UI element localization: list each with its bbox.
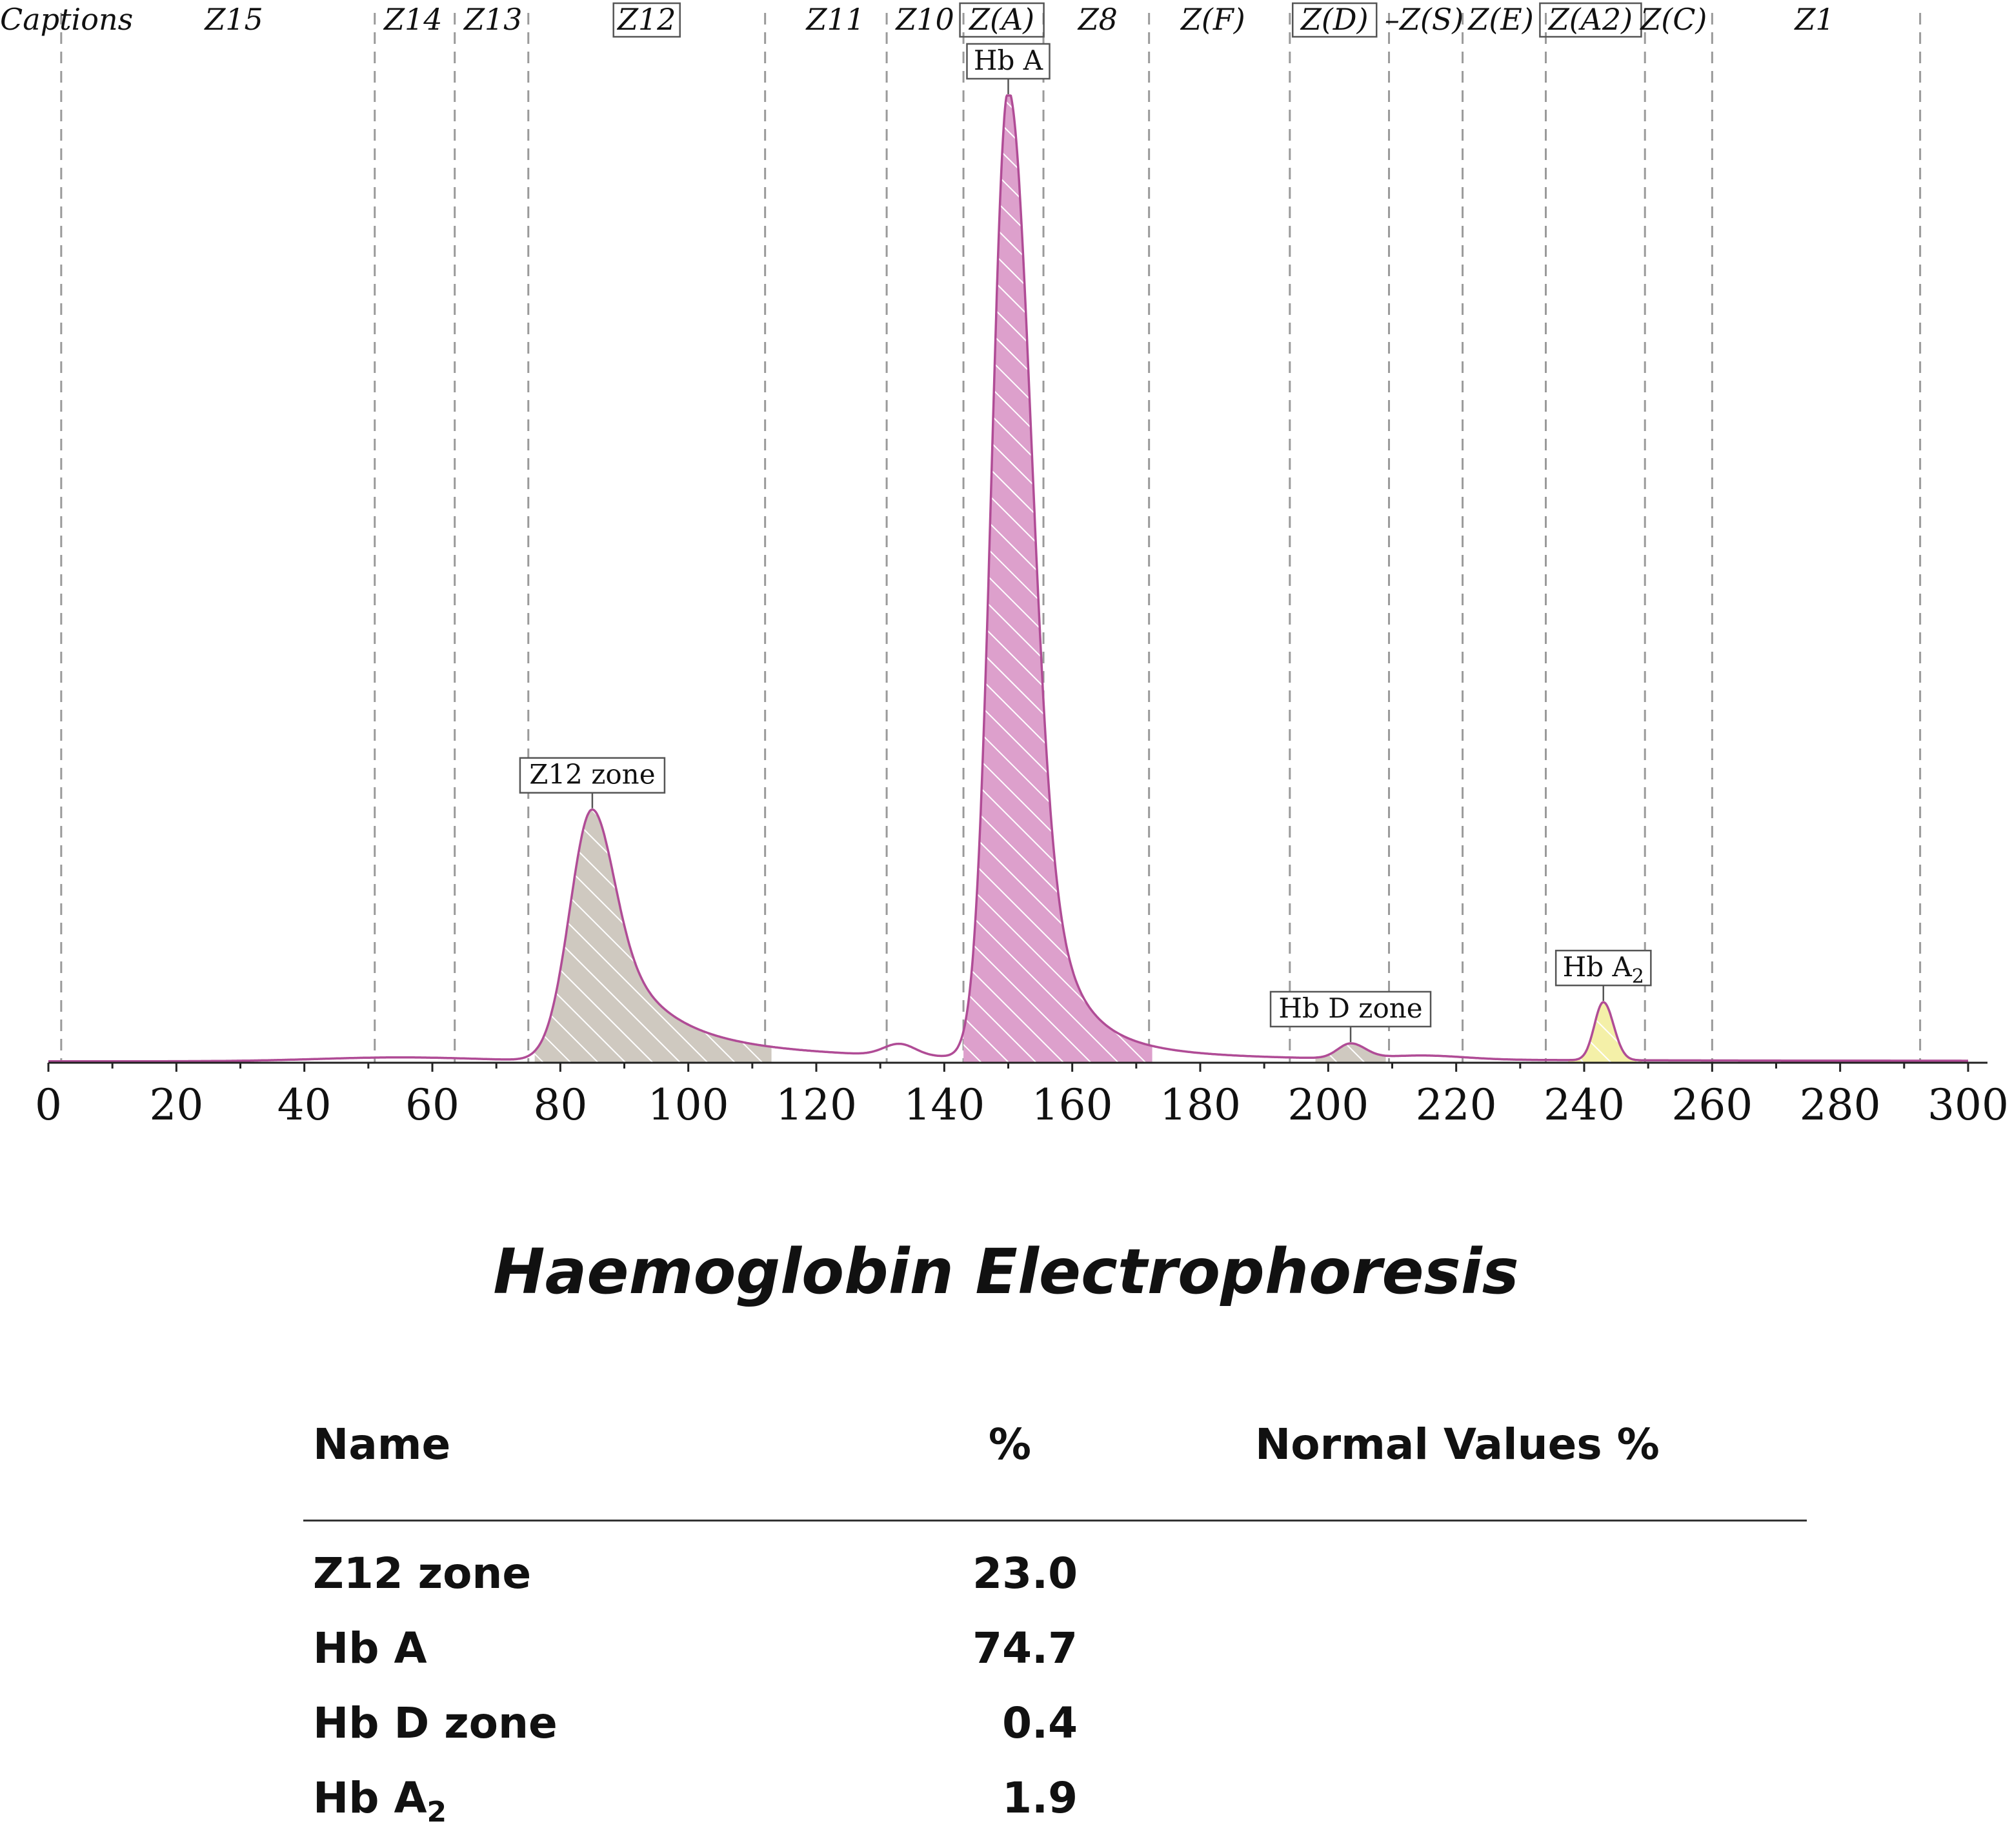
header-normal-values: Normal Values %	[1255, 1420, 1660, 1469]
zone-label-5: Z10	[894, 2, 954, 37]
row-percent: 0.4	[1002, 1698, 1078, 1748]
results-row: Hb A2 1.9	[303, 1773, 1807, 1848]
density-curve	[48, 94, 1968, 1063]
peak-hatch-2	[1315, 1043, 1386, 1063]
peak-label-2: Hb D zone	[1269, 990, 1432, 1042]
row-name: Z12 zone	[313, 1549, 532, 1598]
chart-title: Haemoglobin Electrophoresis	[493, 1236, 1519, 1308]
peak-label-text-1: Hb A	[974, 45, 1043, 76]
row-percent: 1.9	[1002, 1773, 1078, 1823]
zone-label-10: –Z(S)	[1385, 2, 1464, 37]
zone-box-3	[612, 2, 681, 38]
zone-label-0: Z15	[203, 2, 263, 37]
zone-label-4: Z11	[805, 2, 865, 37]
peak-label-text-3: Hb A2	[1563, 951, 1644, 988]
header-divider	[303, 1520, 1807, 1522]
peak-label-0: Z12 zone	[519, 757, 666, 808]
row-name: Hb A	[313, 1623, 427, 1673]
x-tick-label-9: 180	[1160, 1080, 1241, 1130]
zone-label-14: Z1	[1793, 2, 1834, 37]
zone-label-9: Z(D)	[1300, 2, 1369, 37]
x-tick-label-13: 260	[1671, 1080, 1753, 1130]
peak-hatch-0	[534, 809, 772, 1063]
results-row: Z12 zone 23.0	[303, 1549, 1807, 1623]
zone-label-1: Z14	[383, 2, 443, 37]
zone-label-12: Z(A2)	[1547, 2, 1633, 37]
x-tick-label-3: 60	[405, 1080, 459, 1130]
x-tick-label-10: 200	[1287, 1080, 1369, 1130]
x-tick-label-7: 140	[903, 1080, 985, 1130]
x-tick-label-15: 300	[1927, 1080, 2009, 1130]
x-tick-label-11: 220	[1416, 1080, 1497, 1130]
x-tick-label-5: 100	[648, 1080, 729, 1130]
zone-box-6	[959, 2, 1045, 38]
results-rows: Z12 zone 23.0 Hb A 74.7 Hb D zone 0.4 Hb A2 1.9	[303, 1549, 1807, 1848]
results-header: Name % Normal Values %	[303, 1420, 1807, 1497]
x-tick-label-12: 240	[1544, 1080, 1625, 1130]
x-tick-label-14: 280	[1800, 1080, 1881, 1130]
zone-label-6: Z(A)	[968, 2, 1034, 37]
results-row: Hb A 74.7	[303, 1623, 1807, 1698]
peak-areas	[534, 95, 1642, 1063]
x-tick-label-4: 80	[533, 1080, 587, 1130]
peak-hatch-1	[963, 95, 1152, 1063]
results-table: Name % Normal Values % Z12 zone 23.0 Hb A 7…	[303, 1420, 1807, 1829]
header-percent: %	[988, 1420, 1032, 1469]
zone-boundaries	[60, 13, 1922, 1063]
zone-label-3: Z12	[616, 2, 676, 37]
zone-label-7: Z8	[1077, 2, 1118, 37]
x-tick-label-0: 0	[35, 1080, 62, 1130]
peak-labels: Z12 zone Hb A Hb D zone Hb A2	[519, 43, 1652, 1042]
zone-captions: Captions Z15 Z14 Z13 Z12 Z11 Z10 Z(A) Z8 Z(F) Z(D)…	[0, 2, 1835, 38]
row-percent: 74.7	[972, 1623, 1078, 1673]
peak-label-text-0: Z12 zone	[529, 759, 655, 790]
peak-label-1: Hb A	[966, 43, 1051, 94]
x-tick-label-8: 160	[1032, 1080, 1113, 1130]
x-tick-label-6: 120	[776, 1080, 857, 1130]
peak-label-text-2: Hb D zone	[1278, 992, 1422, 1024]
zone-label-8: Z(F)	[1180, 2, 1245, 37]
zone-label-13: Z(C)	[1639, 2, 1707, 37]
row-name: Hb A2	[313, 1773, 447, 1829]
electrophoresis-chart: Captions Z15 Z14 Z13 Z12 Z11 Z10 Z(A) Z8 Z(F) Z(D)…	[0, 2, 2009, 1130]
zone-label-11: Z(E)	[1467, 2, 1533, 37]
zone-box-12	[1539, 2, 1642, 38]
x-axis: 0 20 40 60 80 100 120 140 160 180 200 220 240 260 280 3…	[35, 1061, 2009, 1130]
x-tick-label-1: 20	[149, 1080, 203, 1130]
row-percent: 23.0	[972, 1549, 1078, 1598]
peak-hatch-3	[1568, 1002, 1642, 1063]
captions-label: Captions	[0, 2, 133, 37]
zone-box-9	[1292, 2, 1378, 38]
peak-label-3: Hb A2	[1554, 949, 1652, 1001]
header-name: Name	[313, 1420, 451, 1469]
zone-label-2: Z13	[463, 2, 523, 37]
x-tick-label-2: 40	[277, 1080, 332, 1130]
row-name: Hb D zone	[313, 1698, 558, 1748]
results-row: Hb D zone 0.4	[303, 1698, 1807, 1773]
